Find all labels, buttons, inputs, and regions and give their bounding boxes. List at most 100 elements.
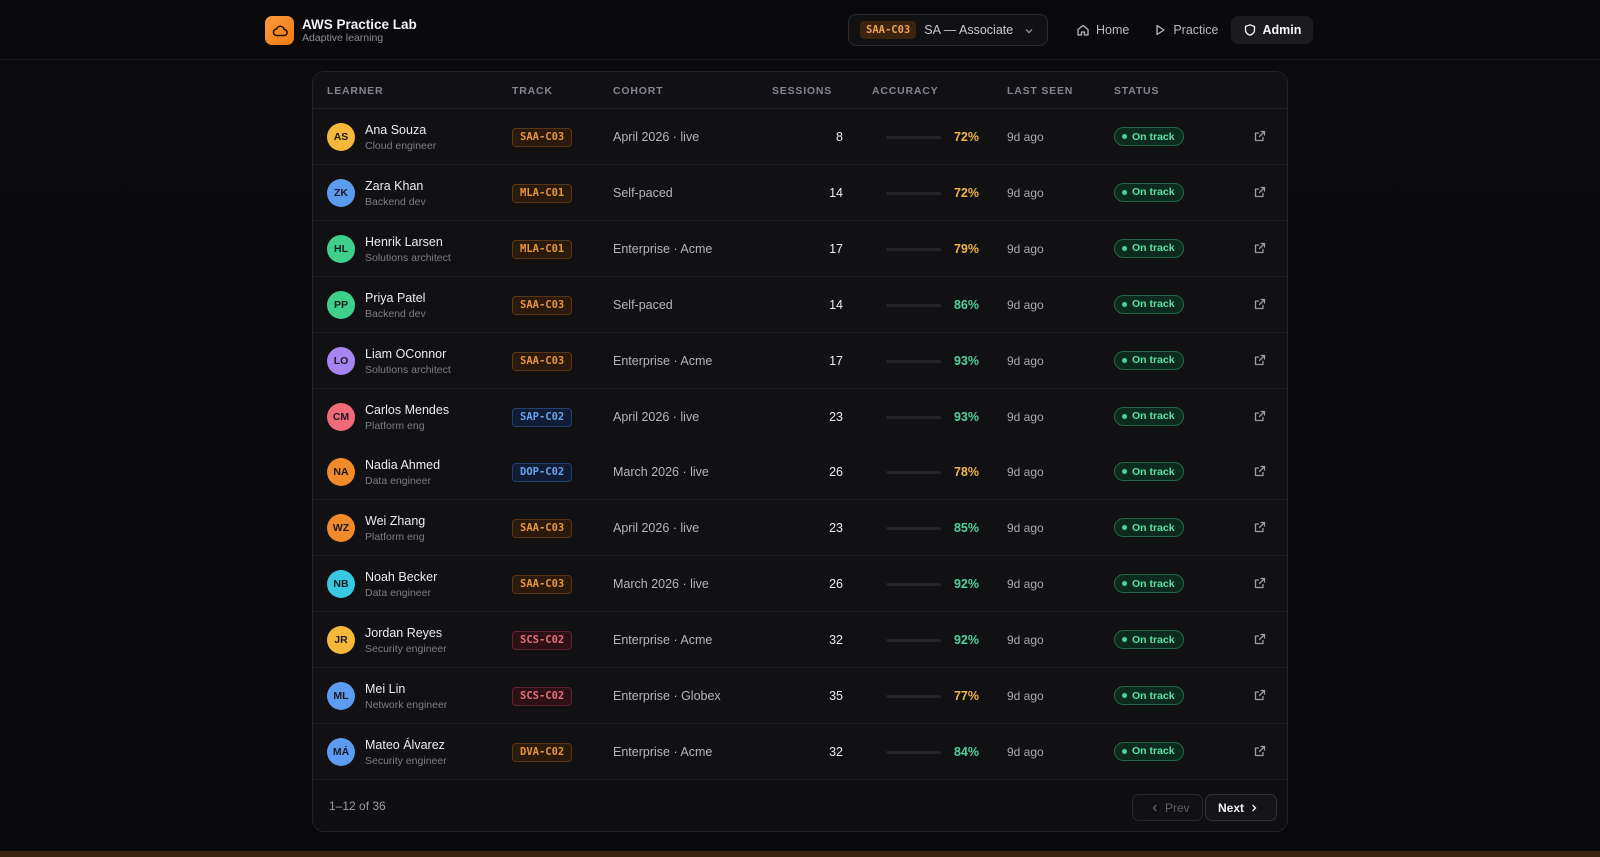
status-label: On track	[1132, 298, 1175, 311]
table-row[interactable]: PP Priya Patel Backend dev SAA-C03 Self-pace…	[313, 276, 1287, 333]
status-dot-icon	[1122, 245, 1127, 251]
status-label: On track	[1132, 745, 1175, 758]
sessions-cell: 26	[829, 577, 843, 592]
last-seen-cell: 9d ago	[1007, 521, 1044, 536]
track-name: SA — Associate	[924, 23, 1014, 37]
external-link-icon[interactable]	[1253, 353, 1267, 372]
learner-name[interactable]: Mateo Álvarez	[365, 737, 445, 752]
avatar: JR	[327, 626, 355, 655]
external-link-icon[interactable]	[1253, 297, 1267, 316]
nav-home[interactable]: Home	[1064, 16, 1141, 44]
table-row[interactable]: NB Noah Becker Data engineer SAA-C03 March 2…	[313, 556, 1287, 613]
accuracy-value: 92%	[953, 633, 979, 648]
external-link-icon[interactable]	[1253, 464, 1267, 483]
last-seen-cell: 9d ago	[1007, 409, 1044, 424]
accuracy-bar	[886, 359, 941, 363]
accuracy-value: 84%	[953, 744, 979, 759]
external-link-icon[interactable]	[1253, 576, 1267, 595]
table-row[interactable]: CM Carlos Mendes Platform eng SAP-C02 April …	[313, 388, 1287, 445]
accuracy-value: 92%	[953, 577, 979, 592]
learner-name[interactable]: Mei Lin	[365, 682, 406, 696]
accuracy-bar	[886, 583, 941, 587]
prev-page-button[interactable]: Prev	[1132, 794, 1203, 821]
learner-name[interactable]: Carlos Mendes	[365, 402, 450, 417]
external-link-icon[interactable]	[1253, 185, 1267, 204]
status-label: On track	[1132, 242, 1175, 255]
accuracy-value: 77%	[953, 689, 979, 703]
table-row[interactable]: JR Jordan Reyes Security engineer SCS-C02 En…	[313, 612, 1287, 669]
column-cohort[interactable]: COHORT	[613, 85, 664, 97]
avatar: NA	[327, 458, 355, 487]
table-row[interactable]: ZK Zara Khan Backend dev MLA-C01 Self-paced 1…	[313, 164, 1287, 221]
table-row[interactable]: ML Mei Lin Network engineer SCS-C02 Enterpri…	[313, 668, 1287, 724]
avatar: ML	[327, 682, 355, 710]
learner-role: Data engineer	[365, 475, 431, 488]
learner-role: Data engineer	[365, 587, 431, 600]
learner-name[interactable]: Ana Souza	[365, 123, 427, 137]
learner-name[interactable]: Noah Becker	[365, 570, 438, 585]
external-link-icon[interactable]	[1253, 129, 1267, 148]
cohort-cell: Enterprise · Globex	[613, 689, 721, 703]
table-row[interactable]: WZ Wei Zhang Platform eng SAA-C03 April 2026…	[313, 500, 1287, 557]
external-link-icon[interactable]	[1253, 520, 1267, 539]
nav-admin[interactable]: Admin	[1230, 16, 1314, 44]
last-seen-cell: 9d ago	[1007, 353, 1044, 368]
table-header: LEARNER TRACK COHORT SESSIONS ACCURACY L…	[313, 72, 1287, 109]
status-dot-icon	[1122, 581, 1127, 587]
column-track[interactable]: TRACK	[512, 85, 553, 97]
learner-name[interactable]: Zara Khan	[365, 178, 424, 193]
learner-role: Platform eng	[365, 419, 425, 432]
shield-icon	[1244, 24, 1255, 36]
table-row[interactable]: AS Ana Souza Cloud engineer SAA-C03 April 20…	[313, 109, 1287, 165]
track-badge: SAP-C02	[512, 407, 573, 427]
table-row[interactable]: MÁ Mateo Álvarez Security engineer DVA-C02 E…	[313, 723, 1287, 780]
column-accuracy[interactable]: ACCURACY	[872, 85, 939, 97]
table-row[interactable]: NA Nadia Ahmed Data engineer DOP-C02 March 2…	[313, 444, 1287, 501]
learner-name[interactable]: Henrik Larsen	[365, 234, 443, 249]
external-link-icon[interactable]	[1253, 744, 1267, 763]
brand[interactable]: AWS Practice Lab Adaptive learning	[265, 16, 417, 45]
column-last-seen[interactable]: LAST SEEN	[1007, 85, 1074, 97]
learner-name[interactable]: Nadia Ahmed	[365, 458, 441, 473]
sessions-cell: 23	[829, 409, 843, 424]
column-learner[interactable]: LEARNER	[327, 85, 384, 97]
learner-name[interactable]: Priya Patel	[365, 290, 426, 305]
status-badge: On track	[1114, 518, 1184, 538]
external-link-icon[interactable]	[1253, 241, 1267, 260]
table-row[interactable]: LO Liam OConnor Solutions architect SAA-C03…	[313, 332, 1287, 389]
table-row[interactable]: HL Henrik Larsen Solutions architect MLA-C0…	[313, 220, 1287, 277]
avatar: PP	[327, 290, 355, 319]
learner-name[interactable]: Jordan Reyes	[365, 626, 443, 641]
track-badge: MLA-C01	[512, 239, 573, 259]
status-label: On track	[1132, 633, 1175, 646]
column-sessions[interactable]: SESSIONS	[772, 85, 833, 97]
accuracy-value: 72%	[953, 130, 979, 144]
chevron-left-icon	[1152, 804, 1157, 811]
last-seen-cell: 9d ago	[1007, 633, 1044, 648]
sessions-cell: 8	[836, 130, 843, 144]
accuracy-bar	[886, 303, 941, 307]
nav-practice[interactable]: Practice	[1141, 16, 1230, 44]
external-link-icon[interactable]	[1253, 409, 1267, 428]
external-link-icon[interactable]	[1253, 688, 1267, 707]
cohort-cell: March 2026 · live	[613, 577, 709, 592]
status-dot-icon	[1122, 693, 1127, 698]
status-dot-icon	[1122, 189, 1127, 195]
status-label: On track	[1132, 521, 1175, 534]
status-dot-icon	[1122, 748, 1127, 754]
learner-role: Security engineer	[365, 643, 447, 656]
accuracy-bar	[886, 695, 941, 698]
external-link-icon[interactable]	[1253, 632, 1267, 651]
accuracy-bar	[886, 750, 941, 754]
avatar: WZ	[327, 514, 355, 543]
next-page-button[interactable]: Next	[1205, 794, 1278, 821]
learner-name[interactable]: Liam OConnor	[365, 346, 447, 361]
status-dot-icon	[1122, 301, 1127, 307]
status-badge: On track	[1114, 741, 1184, 761]
column-status[interactable]: STATUS	[1114, 85, 1160, 97]
status-badge: On track	[1114, 686, 1184, 705]
status-badge: On track	[1114, 630, 1184, 650]
learner-name[interactable]: Wei Zhang	[365, 514, 426, 529]
track-selector[interactable]: SAA-C03 SA — Associate	[848, 14, 1048, 46]
pagination-bar: 1–12 of 36 Prev Next	[313, 781, 1287, 831]
